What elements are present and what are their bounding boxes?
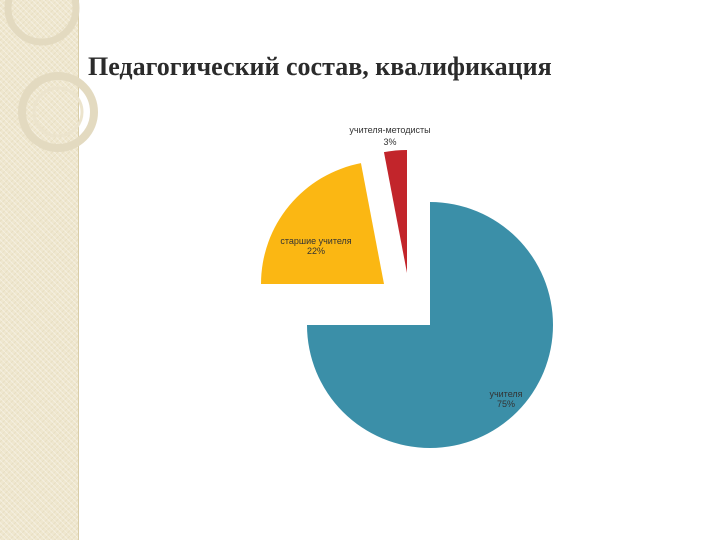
slide-title: Педагогический состав, квалификация bbox=[88, 52, 552, 81]
slice-label-senior-teachers: старшие учителя bbox=[280, 236, 351, 246]
slice-label-methodist-teachers: учителя-методисты bbox=[349, 125, 430, 135]
pie-slice-methodist-teachers bbox=[383, 150, 407, 273]
pie-slice-senior-teachers bbox=[261, 163, 384, 284]
slice-percent-teachers: 75% bbox=[497, 399, 515, 409]
slice-percent-methodist-teachers: 3% bbox=[383, 137, 396, 147]
slice-label-teachers: учителя bbox=[489, 389, 522, 399]
decorative-circles bbox=[4, 0, 98, 152]
pie-slice-teachers bbox=[307, 202, 553, 448]
side-panel-edge bbox=[78, 0, 79, 540]
slice-percent-senior-teachers: 22% bbox=[307, 246, 325, 256]
